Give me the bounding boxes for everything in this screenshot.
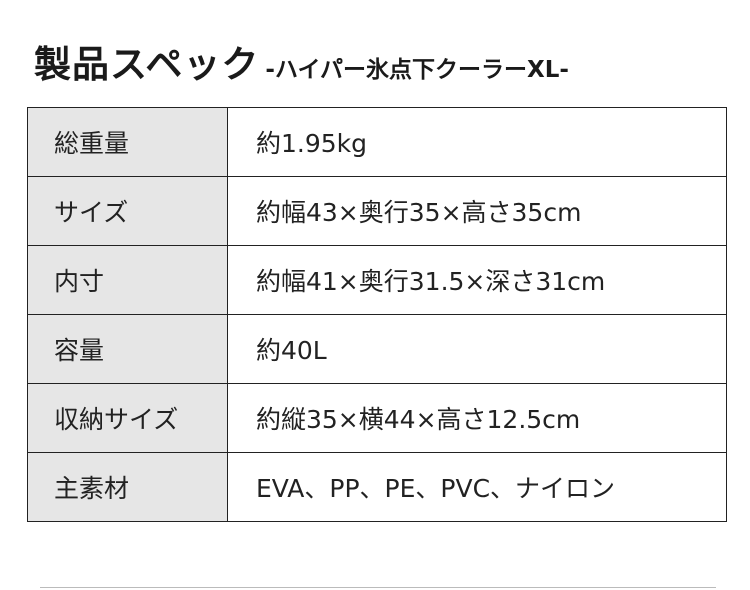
spec-value: 約1.95kg [227,107,727,177]
table-row: 収納サイズ 約縦35×横44×高さ12.5cm [27,383,727,453]
spec-value: 約縦35×横44×高さ12.5cm [227,383,727,453]
table-row: 容量 約40L [27,314,727,384]
title-main: 製品スペック [34,43,260,86]
spec-label: 容量 [27,314,228,384]
spec-table: 総重量 約1.95kg サイズ 約幅43×奥行35×高さ35cm 内寸 約幅41×奥行… [27,107,727,522]
spec-value: 約幅41×奥行31.5×深さ31cm [227,245,727,315]
table-row: 主素材 EVA、PP、PE、PVC、ナイロン [27,452,727,522]
page-title: 製品スペック -ハイパー氷点下クーラーXL- [34,34,569,88]
spec-label: サイズ [27,176,228,246]
spec-label: 主素材 [27,452,228,522]
spec-label: 収納サイズ [27,383,228,453]
spec-value: EVA、PP、PE、PVC、ナイロン [227,452,727,522]
table-row: 総重量 約1.95kg [27,107,727,177]
spec-value: 約40L [227,314,727,384]
divider [40,587,716,588]
title-product-name: -ハイパー氷点下クーラーXL- [265,57,569,83]
spec-label: 総重量 [27,107,228,177]
table-row: 内寸 約幅41×奥行31.5×深さ31cm [27,245,727,315]
spec-label: 内寸 [27,245,228,315]
spec-value: 約幅43×奥行35×高さ35cm [227,176,727,246]
table-row: サイズ 約幅43×奥行35×高さ35cm [27,176,727,246]
